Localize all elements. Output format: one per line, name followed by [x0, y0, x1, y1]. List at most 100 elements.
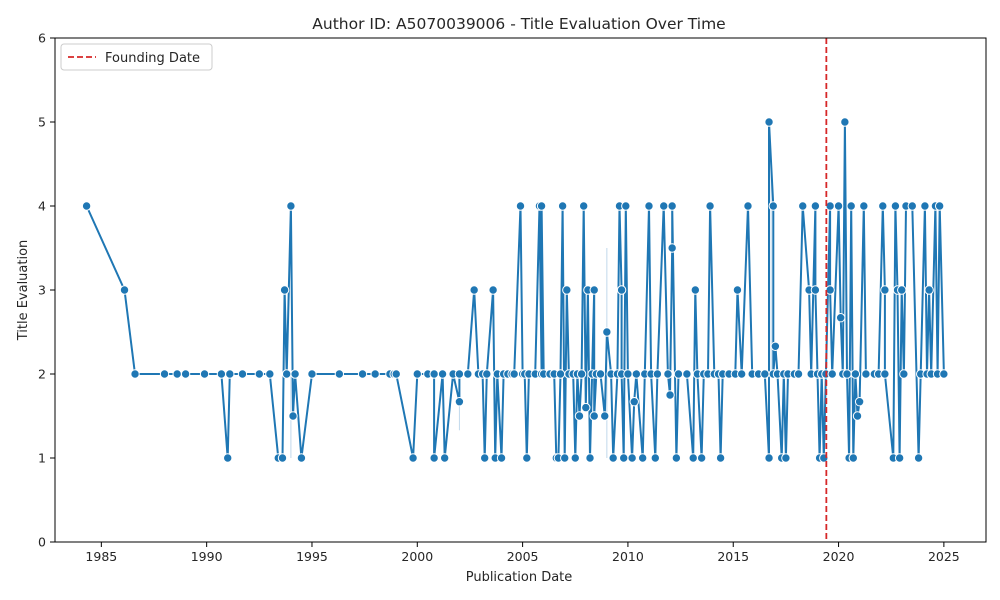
data-point: [296, 453, 307, 463]
data-point: [899, 369, 909, 379]
y-tick-label: 6: [38, 31, 46, 46]
data-point: [682, 369, 692, 379]
data-point: [897, 285, 907, 295]
data-point: [357, 369, 368, 379]
data-point: [600, 411, 610, 421]
data-point: [391, 369, 401, 379]
data-point: [760, 369, 770, 379]
data-point: [479, 453, 490, 463]
y-tick-label: 1: [38, 451, 46, 466]
data-point: [907, 201, 917, 211]
data-point: [705, 201, 715, 211]
data-point: [602, 327, 612, 337]
data-point: [412, 369, 422, 379]
data-point: [743, 201, 753, 211]
data-point: [913, 453, 924, 463]
data-point: [781, 453, 791, 463]
data-point: [934, 201, 945, 211]
data-point: [798, 201, 808, 211]
data-point: [159, 369, 170, 379]
data-point: [429, 369, 439, 379]
data-point: [650, 453, 661, 463]
data-point: [671, 453, 682, 463]
y-tick-label: 3: [38, 283, 46, 298]
data-point: [894, 453, 905, 463]
data-point: [463, 369, 473, 379]
data-point: [627, 453, 637, 463]
data-point: [880, 369, 890, 379]
data-point: [578, 201, 589, 211]
data-point: [216, 369, 227, 379]
y-tick-label: 4: [38, 199, 46, 214]
x-tick-label: 2000: [401, 549, 433, 564]
data-point: [265, 369, 275, 379]
data-point: [764, 117, 774, 127]
x-axis-title: Publication Date: [466, 570, 573, 585]
data-point: [770, 341, 781, 351]
data-point: [469, 285, 479, 295]
data-point: [290, 369, 300, 379]
data-point: [581, 402, 591, 413]
data-point: [509, 369, 519, 379]
data-point: [585, 453, 595, 463]
data-point: [555, 369, 566, 379]
data-point: [589, 411, 599, 421]
data-point: [281, 369, 292, 379]
x-tick-label: 2020: [823, 549, 855, 564]
data-point: [665, 390, 675, 400]
data-point: [850, 369, 861, 379]
data-point: [119, 285, 130, 295]
data-point: [690, 285, 701, 295]
x-tick-label: 2025: [928, 549, 960, 564]
data-point: [223, 453, 233, 463]
data-point: [288, 411, 298, 421]
data-point: [833, 201, 844, 211]
data-point: [736, 369, 747, 379]
y-axis: 0 1 2 3 4 5 6: [38, 31, 55, 550]
data-point: [172, 369, 182, 379]
data-point: [595, 369, 606, 379]
data-point: [663, 369, 673, 379]
data-point: [854, 397, 865, 407]
data-point: [667, 201, 677, 211]
data-point: [673, 369, 684, 379]
y-tick-label: 2: [38, 367, 46, 382]
data-point: [439, 453, 450, 463]
data-point: [515, 201, 526, 211]
data-point: [696, 453, 707, 463]
data-point: [859, 201, 869, 211]
data-point: [488, 285, 498, 295]
legend-box: [60, 43, 213, 71]
data-point: [667, 243, 677, 253]
data-point: [768, 201, 778, 211]
x-tick-label: 1995: [296, 549, 328, 564]
data-point: [623, 369, 633, 379]
data-point: [688, 453, 698, 463]
data-point: [589, 285, 599, 295]
data-point: [810, 201, 821, 211]
data-point: [334, 369, 345, 379]
data-point: [254, 369, 265, 379]
data-point: [536, 201, 547, 211]
data-point: [180, 369, 191, 379]
data-point: [861, 369, 871, 379]
data-point: [644, 201, 654, 211]
chart-title: Author ID: A5070039006 - Title Evaluatio…: [312, 15, 725, 33]
data-point: [629, 397, 639, 407]
data-point: [81, 201, 92, 211]
data-point: [924, 285, 934, 295]
data-point: [659, 201, 669, 211]
data-point: [570, 453, 580, 463]
x-tick-label: 2010: [612, 549, 644, 564]
data-point: [199, 369, 210, 379]
data-point: [429, 453, 439, 463]
data-point: [608, 453, 618, 463]
data-point: [576, 369, 587, 379]
data-point: [764, 453, 774, 463]
data-point: [840, 117, 850, 127]
data-point: [496, 453, 507, 463]
data-point: [482, 369, 492, 379]
x-tick-label: 2015: [717, 549, 749, 564]
data-point: [852, 411, 863, 421]
